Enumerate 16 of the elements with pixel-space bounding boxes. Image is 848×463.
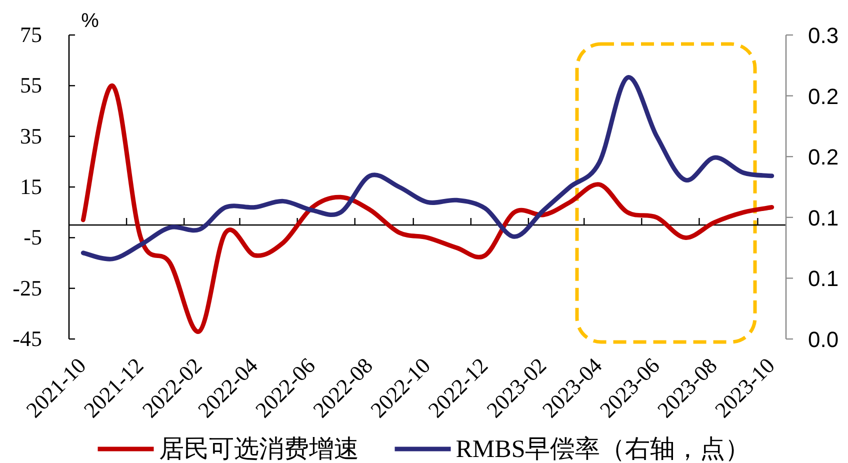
y2-tick-label: 0.0 [808,327,839,352]
y2-tick-label: 0.2 [808,144,839,170]
y-tick-label: -45 [12,326,42,351]
y2-tick-label: 0.2 [808,84,839,109]
legend-label: 居民可选消费增速 [158,436,359,463]
y-tick-label: 55 [20,72,42,98]
y2-tick-label: 0.3 [808,23,839,48]
legend-label: RMBS早偿率（右轴，点） [456,435,750,463]
y-tick-label: -25 [12,275,42,300]
y-tick-label: 35 [20,123,42,148]
y-tick-label: 75 [20,22,42,47]
y-axis-title: % [81,10,100,32]
y-tick-label: -5 [24,224,42,250]
y2-tick-label: 0.1 [808,266,839,292]
y2-tick-label: 0.1 [808,205,839,230]
y-tick-label: 15 [20,174,42,199]
